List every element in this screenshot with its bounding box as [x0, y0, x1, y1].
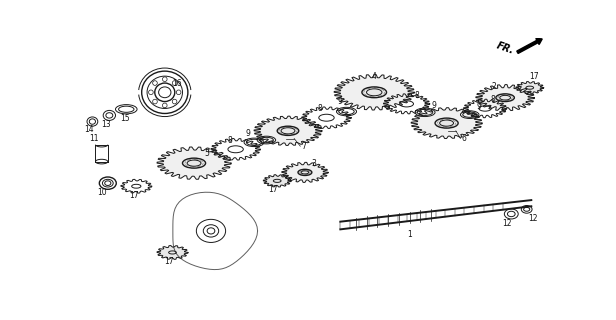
Text: 12: 12	[502, 219, 511, 228]
Text: 4: 4	[372, 72, 376, 81]
Text: 16: 16	[172, 78, 182, 88]
Text: 13: 13	[102, 120, 111, 129]
Text: 14: 14	[84, 125, 94, 134]
Polygon shape	[254, 116, 322, 145]
Text: 9: 9	[246, 129, 250, 138]
Text: 8: 8	[318, 104, 323, 113]
Text: 9: 9	[432, 101, 437, 110]
Polygon shape	[411, 108, 482, 139]
Polygon shape	[157, 245, 188, 259]
Polygon shape	[157, 147, 231, 179]
Polygon shape	[516, 82, 544, 94]
Text: 2: 2	[492, 82, 496, 91]
Text: 17: 17	[268, 185, 277, 194]
Polygon shape	[282, 162, 328, 182]
Text: 6: 6	[461, 134, 466, 143]
Ellipse shape	[435, 118, 458, 128]
FancyArrow shape	[517, 38, 542, 53]
Text: 17: 17	[529, 72, 538, 81]
Text: 8: 8	[415, 91, 419, 100]
Text: 7: 7	[301, 142, 306, 151]
Text: 11: 11	[89, 134, 99, 143]
Text: 9: 9	[338, 97, 342, 106]
Text: 10: 10	[97, 188, 107, 197]
Polygon shape	[264, 175, 291, 187]
Text: 1: 1	[407, 230, 412, 239]
Text: 12: 12	[528, 214, 538, 223]
Ellipse shape	[496, 94, 514, 101]
Text: FR.: FR.	[495, 40, 516, 56]
Ellipse shape	[277, 126, 299, 135]
Text: 15: 15	[120, 114, 129, 123]
Text: 9: 9	[477, 102, 481, 111]
Text: 8: 8	[227, 136, 232, 145]
Text: 17: 17	[129, 191, 139, 200]
Ellipse shape	[298, 169, 312, 175]
Ellipse shape	[362, 87, 387, 98]
Text: 17: 17	[164, 257, 174, 266]
Text: 3: 3	[312, 159, 317, 168]
Polygon shape	[476, 84, 535, 111]
Ellipse shape	[182, 158, 206, 168]
Polygon shape	[334, 75, 415, 110]
Text: 8: 8	[490, 95, 495, 105]
Text: 5: 5	[204, 149, 209, 158]
